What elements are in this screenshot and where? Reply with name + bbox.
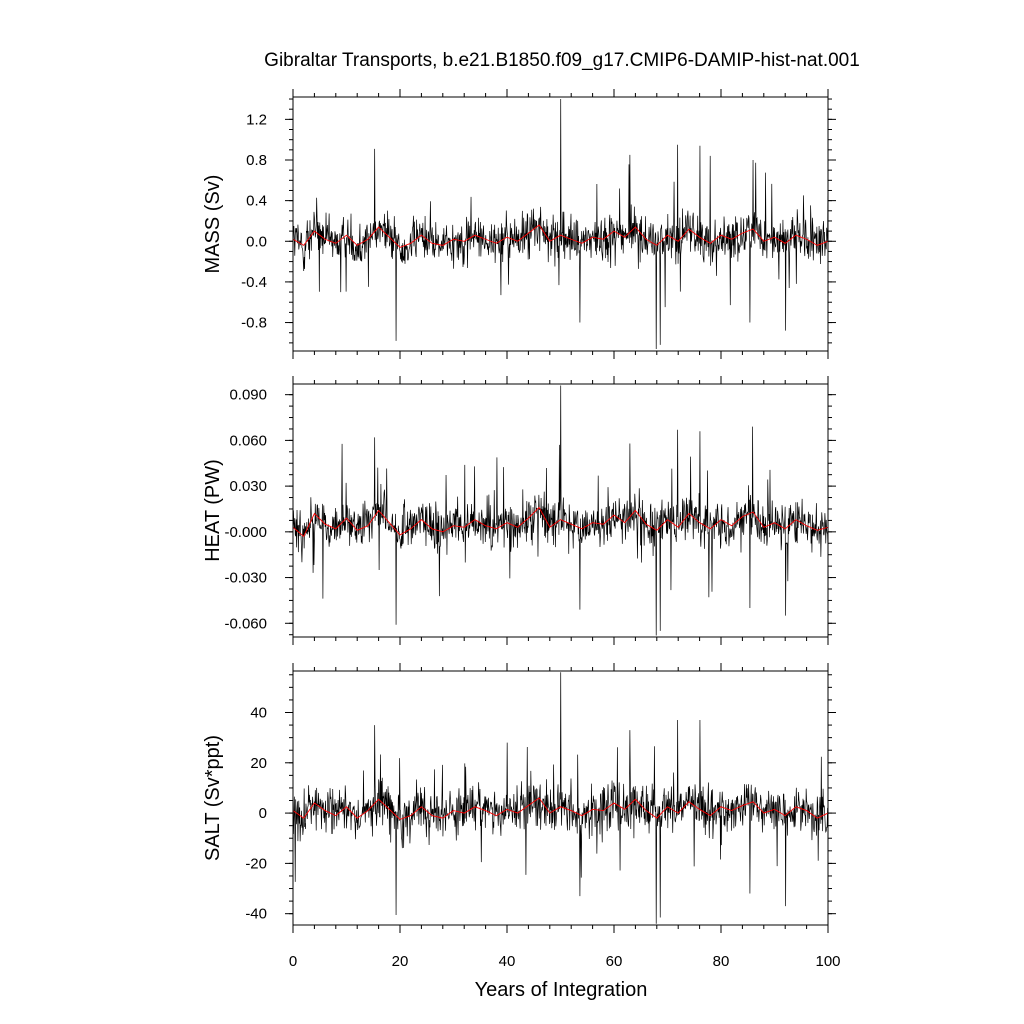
- y-tick-label: 0.060: [229, 432, 267, 449]
- y-tick-label: -0.8: [241, 315, 267, 332]
- x-tick-label: 60: [606, 953, 623, 970]
- y-tick-label: -0.030: [224, 570, 267, 587]
- raw-series-line: [293, 99, 828, 349]
- raw-series-line: [293, 672, 828, 924]
- y-tick-label: 1.2: [246, 111, 267, 128]
- heat-panel: -0.060 -0.030 -0.000 0.030 0.060 0.090 HEAT (P…: [202, 376, 836, 645]
- smoothed-series-line: [293, 797, 828, 820]
- y-tick-label: -0.060: [224, 615, 267, 632]
- y-axis-label: SALT (Sv*ppt): [202, 735, 224, 861]
- plot-frame: [292, 383, 829, 638]
- y-tick-label: 0: [259, 805, 267, 822]
- y-axis-label: HEAT (PW): [202, 459, 224, 562]
- mass-panel: -0.8 -0.4 0.0 0.4 0.8 1.2 MASS (Sv): [202, 89, 836, 359]
- raw-series-line: [293, 385, 828, 636]
- y-tick-label: -0.4: [241, 274, 267, 291]
- salt-panel: -40 -20 0 20 40 SALT (Sv*ppt): [202, 663, 836, 933]
- y-tick-label: 0.4: [246, 193, 267, 210]
- y-tick-label: -20: [245, 855, 267, 872]
- x-tick-label: 0: [289, 953, 297, 970]
- y-axis-label: MASS (Sv): [202, 175, 224, 274]
- y-tick-label: 0.090: [229, 387, 267, 404]
- chart-title: Gibraltar Transports, b.e21.B1850.f09_g1…: [264, 50, 860, 71]
- y-tick-label: -0.000: [224, 524, 267, 541]
- x-tick-label: 80: [713, 953, 730, 970]
- y-tick-label: 0.8: [246, 152, 267, 169]
- y-tick-label: 20: [250, 755, 267, 772]
- y-tick-label: -40: [245, 906, 267, 923]
- x-tick-labels: 0 20 40 60 80 100: [289, 953, 841, 970]
- plot-frame: [292, 670, 829, 926]
- x-tick-label: 100: [815, 953, 840, 970]
- x-tick-label: 20: [392, 953, 409, 970]
- y-tick-label: 40: [250, 704, 267, 721]
- y-tick-label: 0.030: [229, 478, 267, 495]
- smoothed-series-line: [293, 224, 828, 248]
- x-axis-label: Years of Integration: [475, 979, 648, 1001]
- plot-frame: [292, 96, 829, 352]
- smoothed-series-line: [293, 506, 828, 538]
- y-tick-label: 0.0: [246, 233, 267, 250]
- x-tick-label: 40: [499, 953, 516, 970]
